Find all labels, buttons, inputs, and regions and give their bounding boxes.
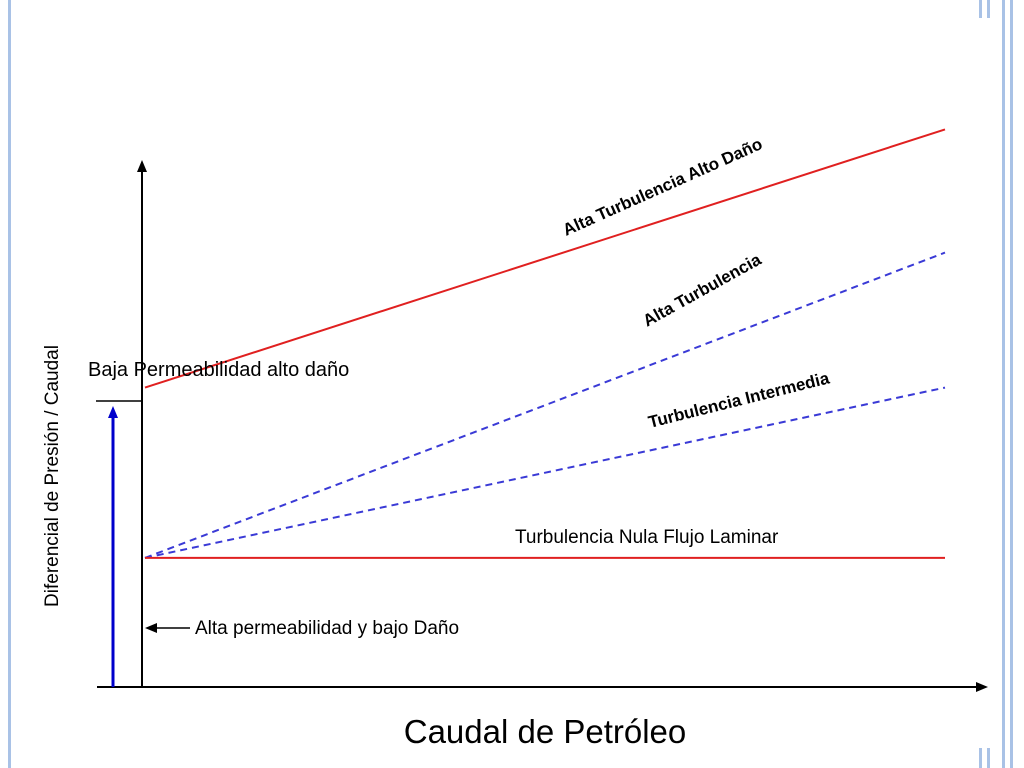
annotation-baja-permeabilidad: Baja Permeabilidad alto daño	[88, 359, 349, 381]
frame-line-right-2	[1010, 0, 1013, 768]
series-line-2	[144, 251, 946, 559]
label-turbulencia-nula: Turbulencia Nula Flujo Laminar	[515, 527, 779, 548]
frame-line-right-top-2	[987, 0, 990, 18]
series-layer	[144, 128, 946, 559]
frame-line-right-1	[1002, 0, 1005, 768]
label-alta-turbulencia-alto-dano: Alta Turbulencia Alto Daño	[560, 134, 765, 239]
x-axis-label: Caudal de Petróleo	[404, 713, 687, 750]
annotation-alta-permeabilidad: Alta permeabilidad y bajo Daño	[195, 618, 459, 639]
series-line-1	[144, 128, 946, 389]
label-turbulencia-intermedia: Turbulencia Intermedia	[646, 368, 831, 432]
frame-line-right-bottom-2	[987, 748, 990, 768]
frame-line-right-top-1	[979, 0, 982, 18]
y-axis-label: Diferencial de Presión / Caudal	[42, 345, 63, 607]
frame-line-left	[8, 0, 11, 768]
series-line-3	[144, 386, 946, 559]
label-alta-turbulencia: Alta Turbulencia	[640, 250, 765, 331]
frame-line-right-bottom-1	[979, 748, 982, 768]
